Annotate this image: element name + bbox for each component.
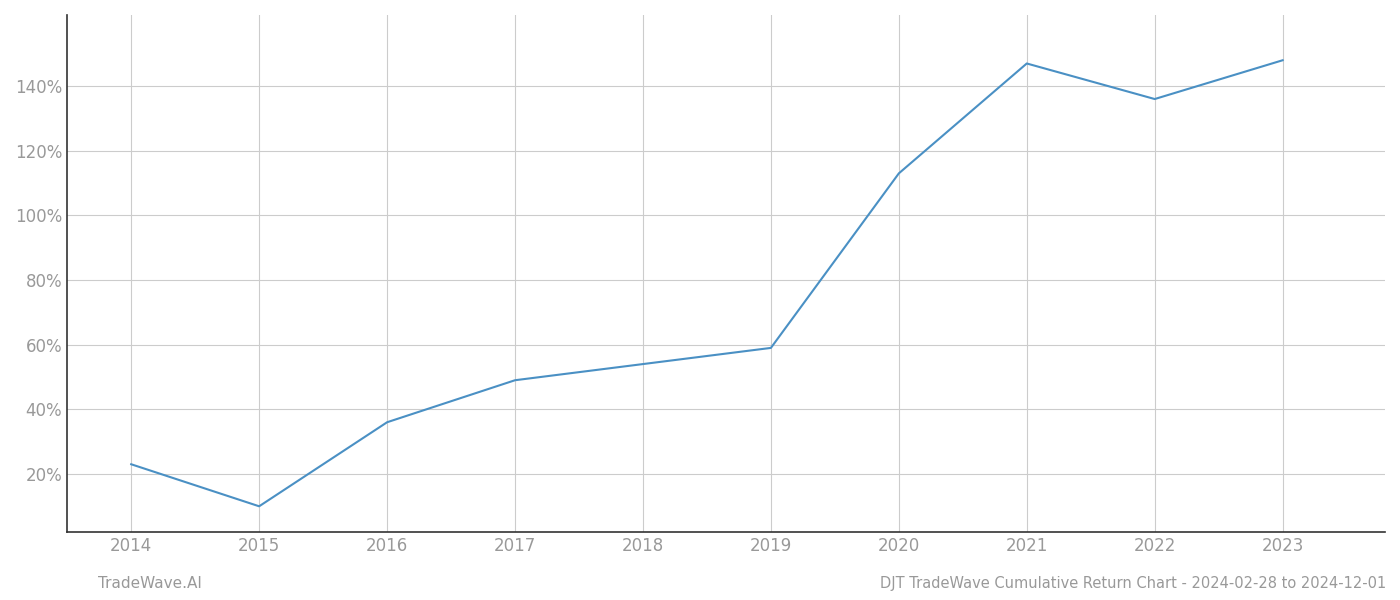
Text: DJT TradeWave Cumulative Return Chart - 2024-02-28 to 2024-12-01: DJT TradeWave Cumulative Return Chart - … [879, 576, 1386, 591]
Text: TradeWave.AI: TradeWave.AI [98, 576, 202, 591]
